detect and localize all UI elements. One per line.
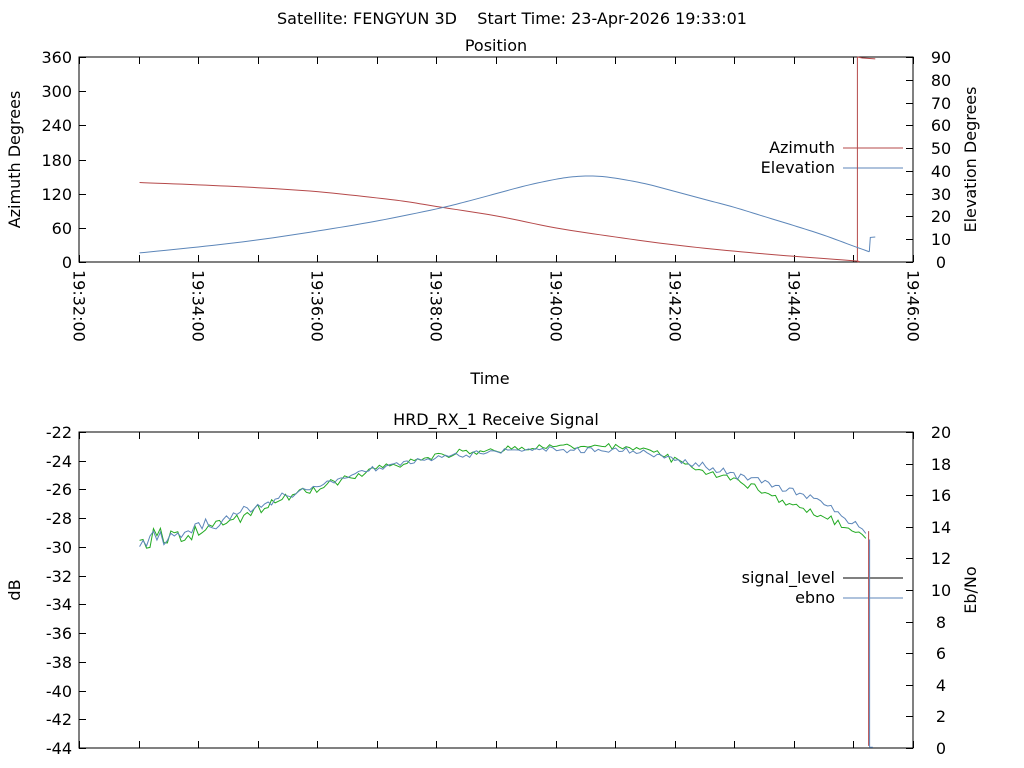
y-right-tick-label: 16 xyxy=(931,486,951,505)
x-tick-label: 19:46:00 xyxy=(903,270,922,342)
y-left-tick-label: -36 xyxy=(46,624,72,643)
x-tick-label: 19:36:00 xyxy=(307,270,326,342)
y-right-tick-label: 20 xyxy=(931,207,951,226)
y-right-tick-label: 2 xyxy=(936,707,946,726)
elevation-line xyxy=(139,175,870,254)
y-right-tick-label: 30 xyxy=(931,185,951,204)
y-right-tick-label: 12 xyxy=(931,549,951,568)
azimuth-after-wrap-line xyxy=(857,56,876,60)
y-left-tick-label: -32 xyxy=(46,567,72,586)
y-right-tick-label: 18 xyxy=(931,455,951,474)
legend-label-Elevation: Elevation xyxy=(761,158,835,177)
y-right-tick-label: 0 xyxy=(936,739,946,758)
chart-title: HRD_RX_1 Receive Signal xyxy=(393,410,599,430)
y-left-tick-label: -42 xyxy=(46,710,72,729)
y-right-tick-label: 70 xyxy=(931,94,951,113)
y-left-tick-label: 0 xyxy=(62,253,72,272)
y-right-tick-label: 6 xyxy=(936,644,946,663)
x-axis-title: Time xyxy=(469,369,509,388)
y-left-tick-label: 240 xyxy=(41,116,72,135)
legend-label-signal_level: signal_level xyxy=(742,568,835,588)
y-left-tick-label: 360 xyxy=(41,48,72,67)
x-tick-label: 19:38:00 xyxy=(426,270,445,342)
y-left-tick-label: 300 xyxy=(41,82,72,101)
y-left-tick-label: -22 xyxy=(46,423,72,442)
y-right-tick-label: 0 xyxy=(936,253,946,272)
y-right-tick-label: 50 xyxy=(931,139,951,158)
azimuth-line xyxy=(139,182,860,263)
satellite-start-time-title: Satellite: FENGYUN 3D Start Time: 23-Apr… xyxy=(277,9,747,28)
y-left-tick-label: -24 xyxy=(46,452,72,471)
y-left-tick-label: -26 xyxy=(46,480,72,499)
legend-label-ebno: ebno xyxy=(795,588,835,607)
y-left-tick-label: 180 xyxy=(41,151,72,170)
y-left-tick-label: -28 xyxy=(46,509,72,528)
y-left-axis-title: Azimuth Degrees xyxy=(5,91,24,229)
y-right-axis-title: Elevation Degrees xyxy=(961,87,980,233)
elevation-end-step-line xyxy=(868,236,876,252)
x-tick-label: 19:32:00 xyxy=(69,270,88,342)
y-right-tick-label: 90 xyxy=(931,48,951,67)
y-right-tick-label: 10 xyxy=(931,581,951,600)
y-right-tick-label: 8 xyxy=(936,613,946,632)
legend-label-Azimuth: Azimuth xyxy=(769,138,835,157)
x-tick-label: 19:44:00 xyxy=(784,270,803,342)
x-tick-label: 19:34:00 xyxy=(188,270,207,342)
y-left-tick-label: -38 xyxy=(46,653,72,672)
y-left-tick-label: -30 xyxy=(46,538,72,557)
y-left-tick-label: 120 xyxy=(41,185,72,204)
y-right-tick-label: 4 xyxy=(936,676,946,695)
y-right-tick-label: 40 xyxy=(931,162,951,181)
ebno-drop-line-line xyxy=(869,539,873,748)
chart-title: Position xyxy=(465,36,527,55)
x-tick-label: 19:40:00 xyxy=(546,270,565,342)
y-left-tick-label: -34 xyxy=(46,595,72,614)
x-tick-label: 19:42:00 xyxy=(665,270,684,342)
y-right-tick-label: 14 xyxy=(931,518,951,537)
signal_level-line xyxy=(139,442,867,549)
plot-border xyxy=(78,431,914,749)
y-left-tick-label: -40 xyxy=(46,682,72,701)
y-left-tick-label: -44 xyxy=(46,739,72,758)
y-right-tick-label: 20 xyxy=(931,423,951,442)
y-right-tick-label: 80 xyxy=(931,71,951,90)
y-right-tick-label: 60 xyxy=(931,116,951,135)
y-right-axis-title: Eb/No xyxy=(961,566,980,613)
y-left-tick-label: 60 xyxy=(52,219,72,238)
ebno-line xyxy=(139,446,867,548)
y-right-tick-label: 10 xyxy=(931,230,951,249)
y-left-axis-title: dB xyxy=(5,579,24,600)
